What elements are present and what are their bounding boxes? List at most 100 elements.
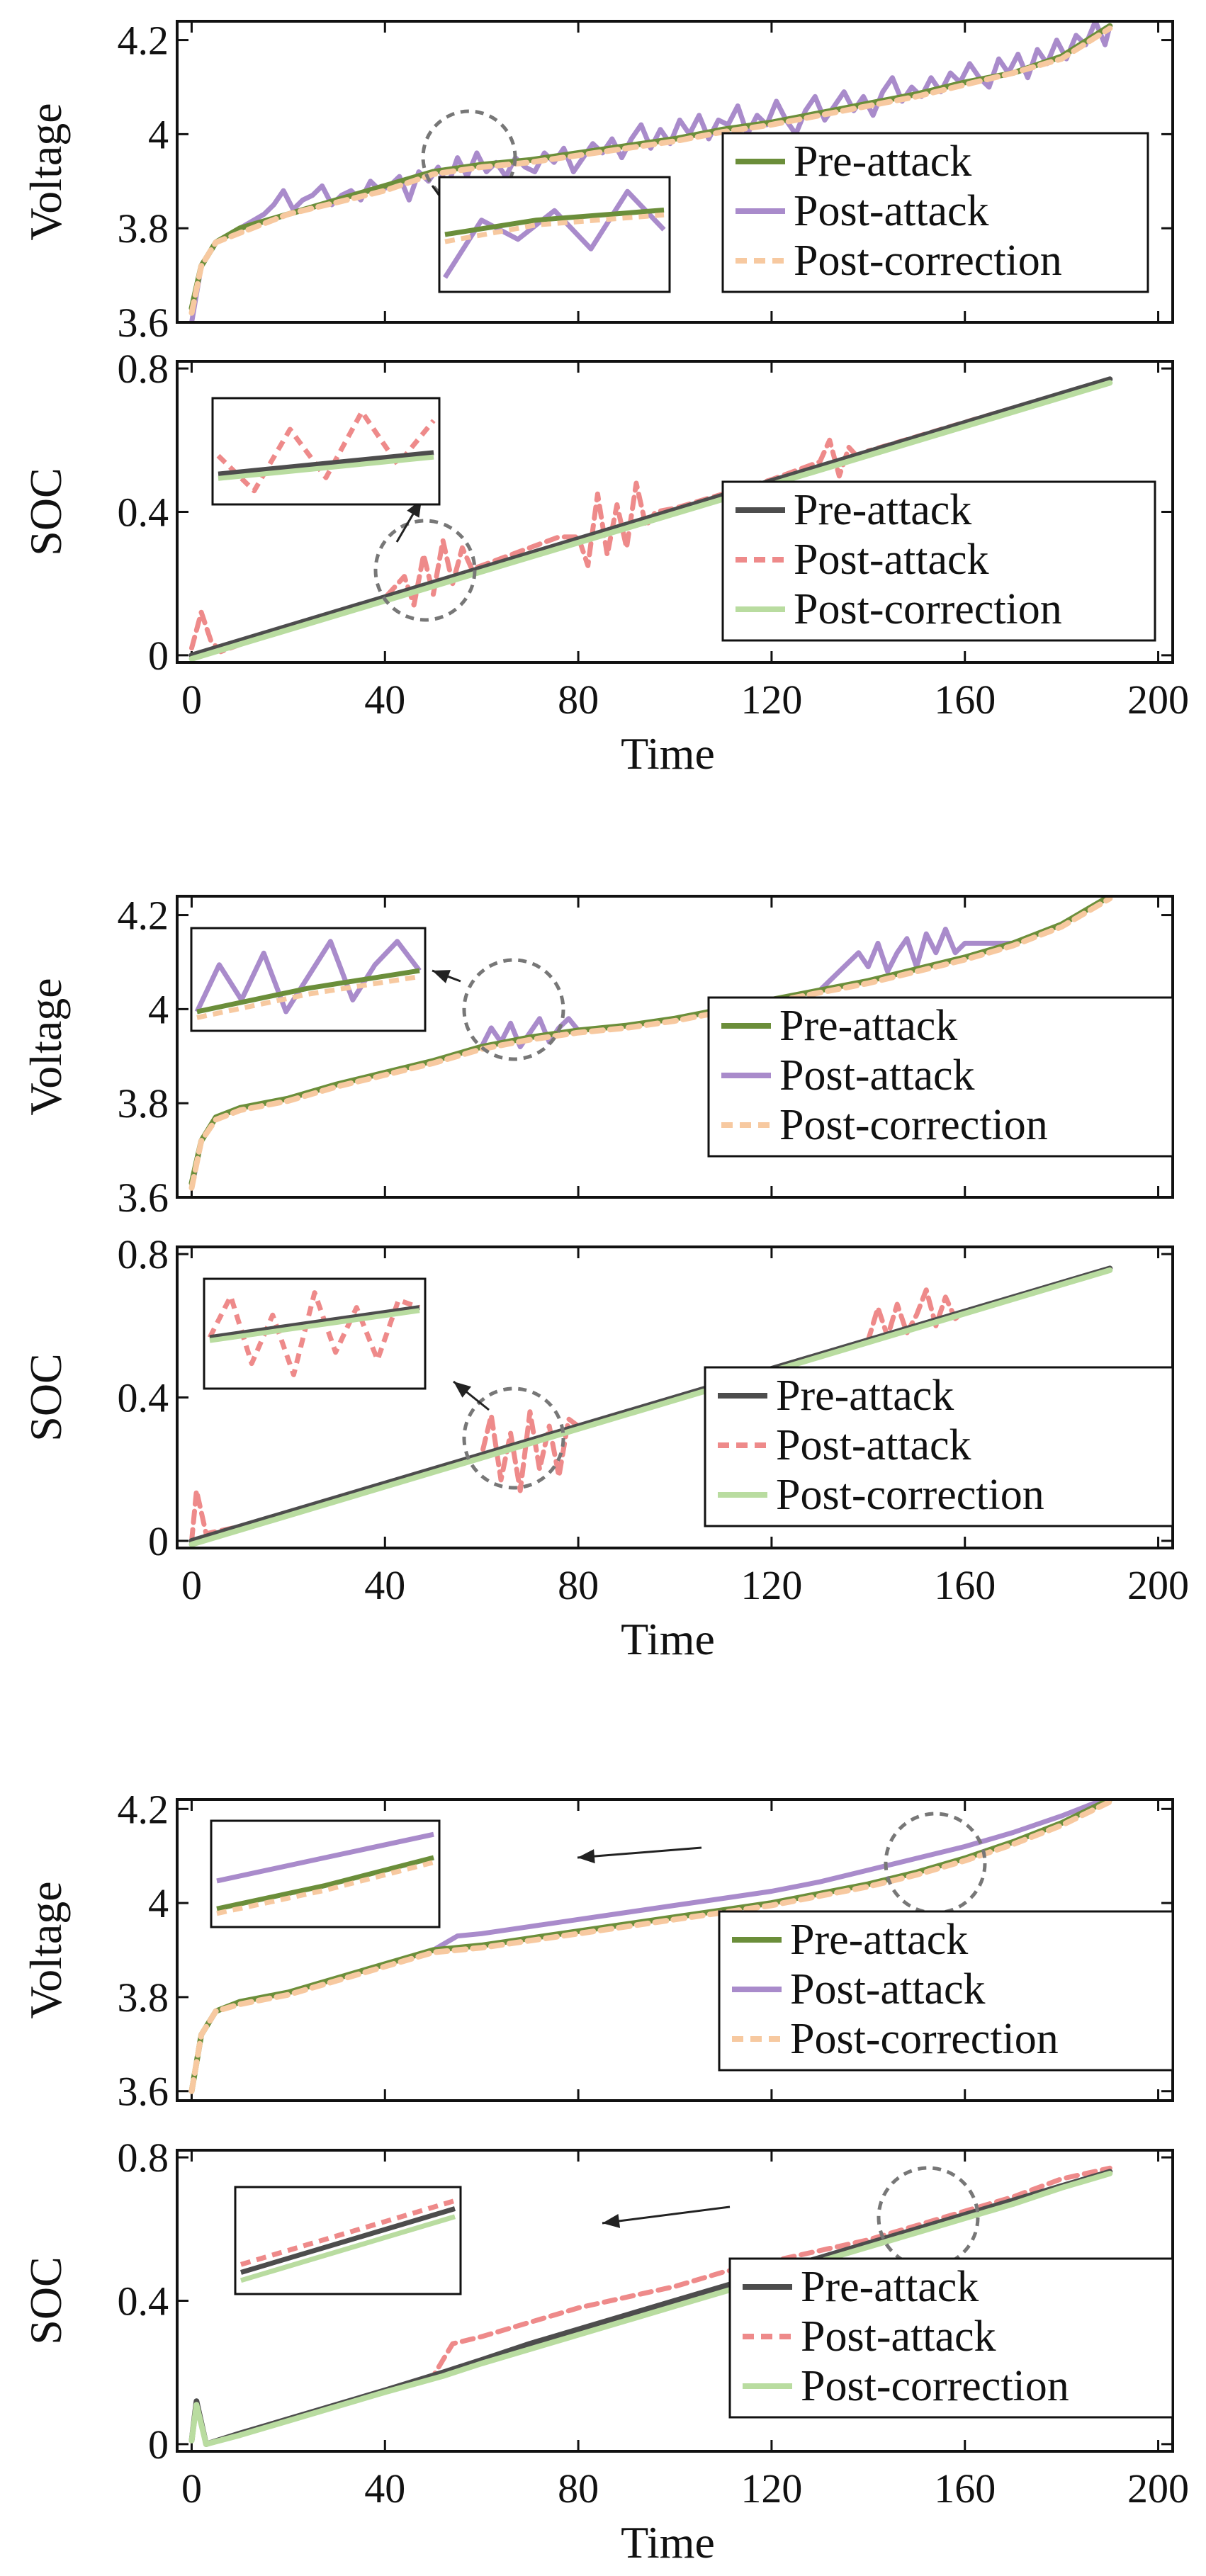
- y-tick-label: 3.8: [118, 205, 169, 252]
- inset-line-pre-attack: [444, 208, 665, 237]
- legend-label: Post-attack: [801, 2312, 996, 2361]
- x-tick-label: 0: [181, 1562, 202, 1608]
- y-axis-label: SOC: [21, 2256, 71, 2345]
- legend-frame: [721, 132, 1149, 293]
- x-tick-label: 0: [181, 2465, 202, 2512]
- zoom-inset: [190, 927, 427, 1032]
- legend-label: Post-correction: [794, 237, 1062, 285]
- x-axis-label: Time: [621, 2517, 715, 2567]
- y-tick-label: 4.2: [118, 18, 169, 64]
- chart-6: 0 40 80 120 160 20000.40.8SOCTimePre-attackPo…: [21, 2135, 1189, 2567]
- chart-3: 3.6 3.8 4 4.2 Voltage Pre-attackPost-attackPo…: [21, 893, 1174, 1221]
- zoom-arrowhead: [577, 1849, 595, 1864]
- x-tick-label: 40: [364, 2465, 405, 2512]
- y-axis-label: Voltage: [21, 1881, 71, 2018]
- y-axis-label: SOC: [21, 468, 71, 556]
- legend-label: Pre-attack: [794, 137, 971, 186]
- x-tick-label: 80: [558, 1562, 599, 1608]
- zoom-arrow: [602, 2205, 731, 2225]
- x-tick-label: 200: [1127, 677, 1189, 723]
- inset-line-pre-attack: [216, 1855, 434, 1911]
- y-tick-label: 0: [148, 2422, 169, 2468]
- inset-frame: [211, 397, 441, 506]
- y-tick-label: 4: [148, 1880, 169, 1926]
- y-tick-label: 4: [148, 111, 169, 157]
- x-tick-label: 120: [740, 1562, 802, 1608]
- x-tick-label: 40: [364, 677, 405, 723]
- inset-line-pre-attack: [240, 2206, 456, 2275]
- zoom-arrow: [577, 1846, 702, 1859]
- legend-label: Post-attack: [794, 536, 989, 584]
- chart-1: 3.6 3.8 4 4.2 Voltage Pre-attackPost-attackPo…: [21, 18, 1174, 346]
- zoom-circle: [462, 1386, 565, 1490]
- inset-line-post-correction: [240, 2214, 456, 2283]
- legend-frame: [721, 480, 1156, 642]
- y-tick-label: 0.8: [118, 1231, 169, 1277]
- legend-label: Pre-attack: [790, 1916, 968, 1964]
- legend-label: Pre-attack: [801, 2263, 979, 2311]
- inset-line-post-correction: [209, 1308, 420, 1343]
- y-tick-label: 3.6: [118, 1175, 169, 1221]
- y-tick-label: 3.6: [118, 300, 169, 346]
- y-tick-label: 3.8: [118, 1975, 169, 2021]
- y-tick-label: 0: [148, 633, 169, 679]
- chart-5: 3.6 3.8 4 4.2 Voltage Pre-attackPost-attackPo…: [21, 1786, 1174, 2115]
- inset-line-post-attack: [240, 2198, 456, 2267]
- inset-line-pre-attack: [196, 968, 420, 1015]
- x-tick-label: 40: [364, 1562, 405, 1608]
- legend-label: Pre-attack: [794, 486, 971, 534]
- y-axis-label: Voltage: [21, 978, 71, 1115]
- y-tick-label: 4.2: [118, 1786, 169, 1832]
- legend-label: Post-correction: [801, 2362, 1069, 2410]
- series-line-pre-attack: [188, 376, 1113, 658]
- legend-label: Post-attack: [776, 1421, 971, 1469]
- x-tick-label: 160: [934, 1562, 996, 1608]
- y-tick-label: 0.8: [118, 346, 169, 392]
- y-tick-label: 4: [148, 986, 169, 1032]
- y-tick-label: 0.4: [118, 2278, 169, 2324]
- series-line-post-correction: [188, 380, 1113, 662]
- series-line-post-attack: [189, 2165, 1112, 2447]
- series-line-post-correction: [188, 896, 1113, 1191]
- x-axis-label: Time: [621, 728, 715, 779]
- zoom-arrowhead: [453, 1382, 471, 1398]
- x-tick-label: 80: [558, 677, 599, 723]
- x-tick-label: 200: [1127, 1562, 1189, 1608]
- y-tick-label: 3.6: [118, 2069, 169, 2115]
- plot-area: [188, 896, 1113, 1191]
- y-tick-label: 0.4: [118, 1375, 169, 1421]
- chart-4: 0 40 80 120 160 20000.40.8SOCTimePre-attackPo…: [21, 1231, 1189, 1664]
- zoom-arrowhead: [432, 970, 451, 983]
- y-tick-label: 0.4: [118, 490, 169, 536]
- inset-line-pre-attack: [209, 1305, 420, 1340]
- plot-area: [188, 1800, 1113, 2094]
- x-tick-label: 120: [740, 2465, 802, 2512]
- legend-label: Post-correction: [794, 585, 1062, 633]
- y-axis-label: Voltage: [21, 103, 71, 240]
- legend-frame: [718, 1910, 1174, 2072]
- y-axis-label: SOC: [21, 1353, 71, 1442]
- legend-label: Post-correction: [779, 1101, 1048, 1149]
- x-tick-label: 0: [181, 677, 202, 723]
- legend-label: Post-correction: [776, 1471, 1044, 1519]
- x-tick-label: 80: [558, 2465, 599, 2512]
- legend-label: Pre-attack: [776, 1372, 954, 1420]
- zoom-inset: [203, 1277, 427, 1390]
- zoom-arrowhead: [602, 2214, 621, 2228]
- inset-line-post-attack: [216, 409, 436, 494]
- zoom-inset: [438, 176, 671, 293]
- legend-label: Post-attack: [790, 1965, 986, 2013]
- inset-line-post-correction: [218, 454, 434, 481]
- series-line-post-correction: [188, 26, 1113, 316]
- plot-frame: [176, 360, 1174, 664]
- plot-area: [188, 2165, 1113, 2447]
- y-tick-label: 3.8: [118, 1080, 169, 1126]
- x-tick-label: 200: [1127, 2465, 1189, 2512]
- inset-line-pre-attack: [218, 450, 434, 477]
